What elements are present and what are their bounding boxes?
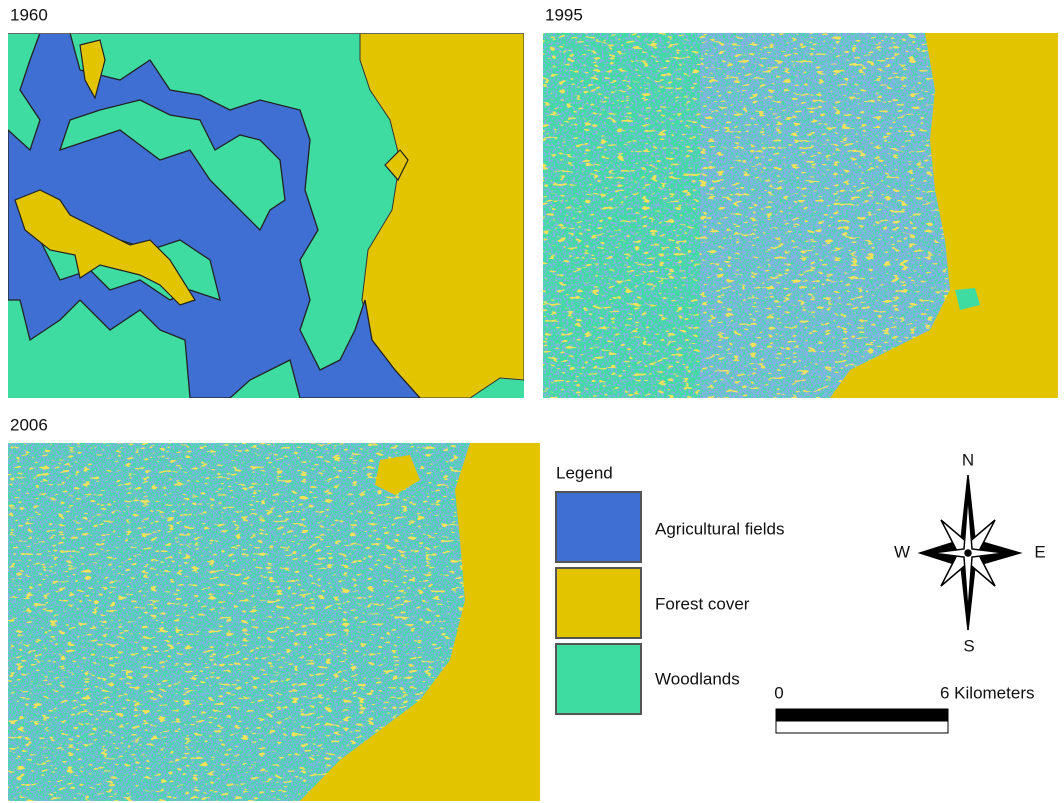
map-1960	[8, 33, 524, 398]
compass-label: E	[1034, 542, 1045, 561]
legend-label: Woodlands	[655, 669, 740, 688]
panel-label: 1995	[545, 5, 583, 24]
scale-label: 0	[774, 683, 783, 702]
map-2006	[8, 443, 540, 801]
legend-title: Legend	[556, 463, 613, 482]
compass-label: W	[894, 542, 910, 561]
legend-swatch	[556, 568, 641, 638]
scale-label: 6 Kilometers	[940, 683, 1034, 702]
scale-bar	[776, 721, 948, 733]
scale-bar	[776, 709, 948, 721]
legend-label: Agricultural fields	[655, 519, 784, 538]
legend-swatch	[556, 644, 641, 714]
map-1995	[543, 33, 1058, 398]
figure: 1960 1995 2006 Legend Agricultural field…	[0, 0, 1064, 803]
legend-swatch	[556, 492, 641, 562]
panel-label: 1960	[10, 5, 48, 24]
legend-label: Forest cover	[655, 594, 750, 613]
panel-label: 2006	[10, 415, 48, 434]
compass-label: N	[962, 450, 974, 469]
compass-label: S	[963, 636, 974, 655]
compass-rose	[920, 475, 1020, 630]
